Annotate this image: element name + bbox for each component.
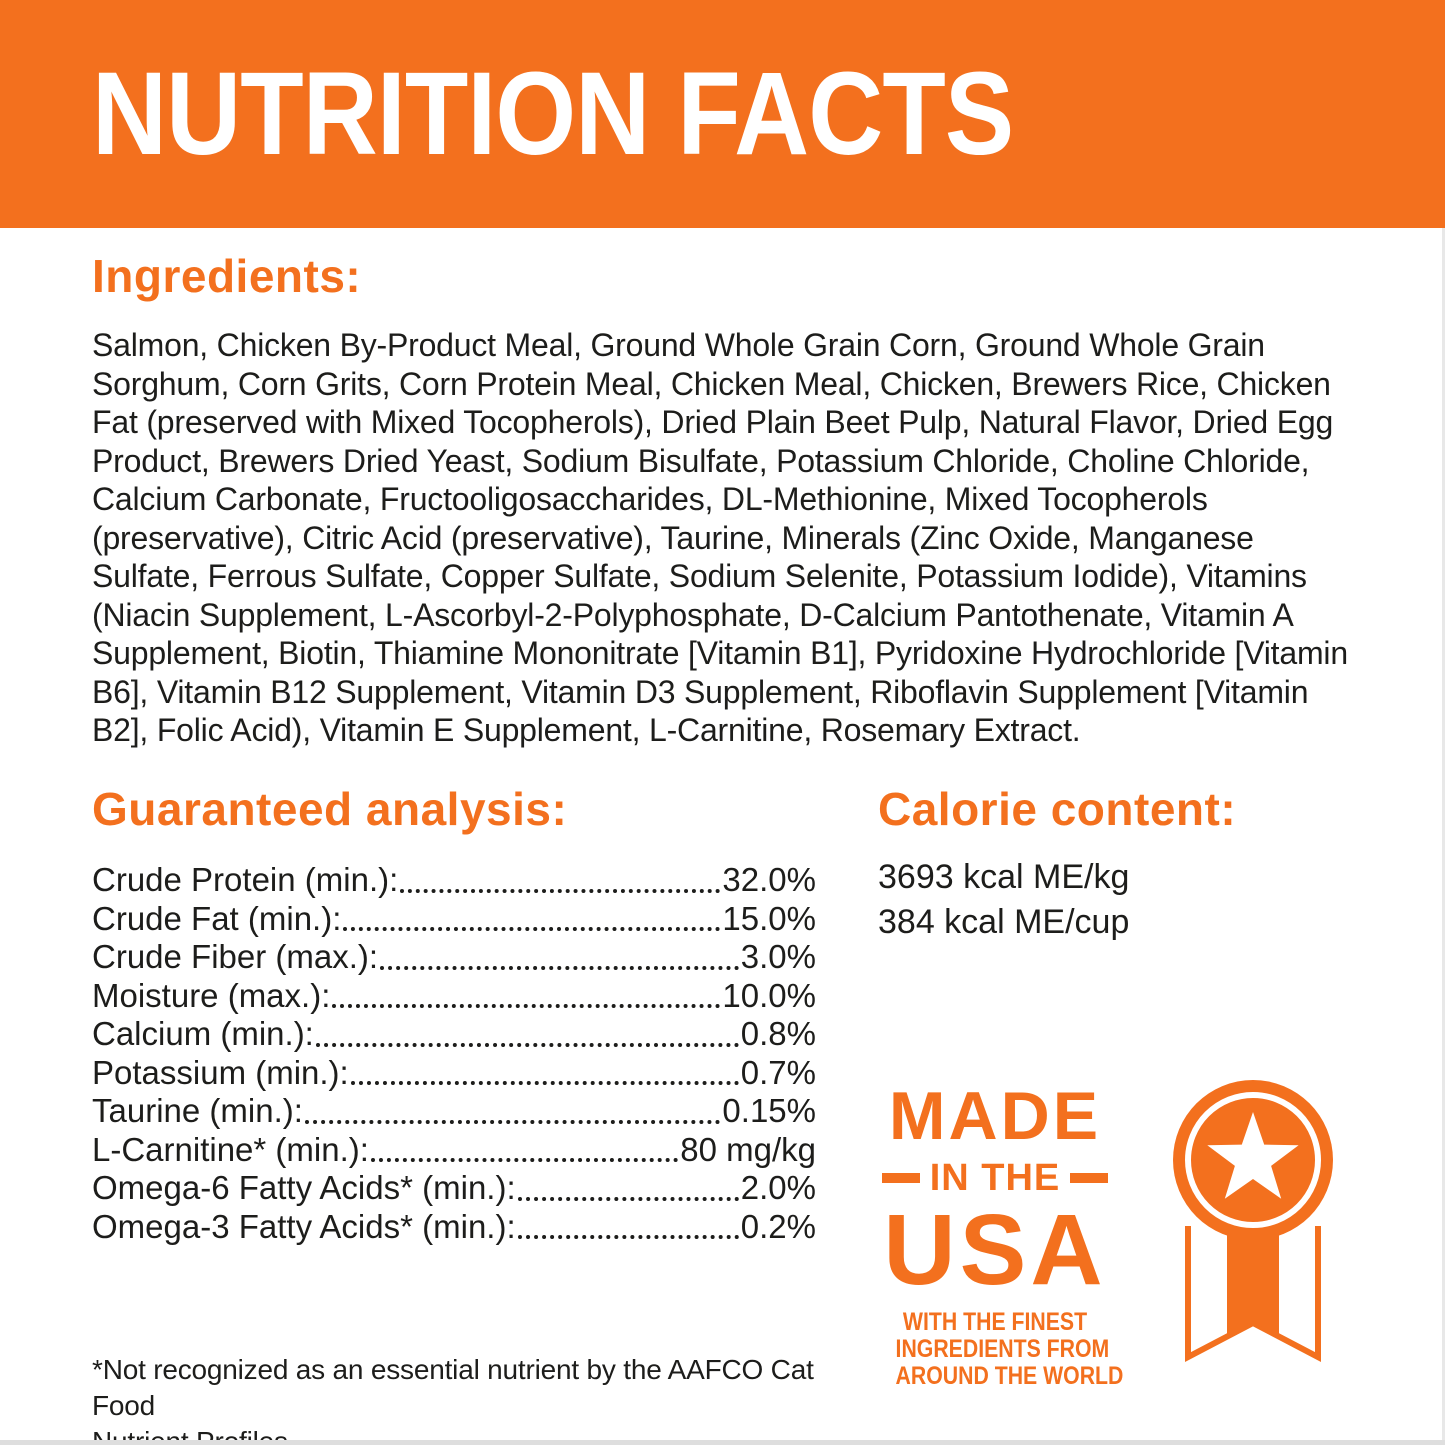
analysis-label: Crude Protein (min.): <box>92 861 399 899</box>
calorie-content-section: Calorie content: 3693 kcal ME/kg 384 kca… <box>878 785 1348 945</box>
analysis-row: Crude Fiber (max.): 3.0% <box>92 938 816 977</box>
dot-leader <box>517 1196 739 1201</box>
in-the-text: IN THE <box>929 1157 1061 1199</box>
dash-left <box>881 1173 920 1183</box>
analysis-value: 15.0% <box>722 899 816 937</box>
analysis-row: Crude Protein (min.): 32.0% <box>92 861 816 900</box>
dot-leader <box>380 965 739 970</box>
dot-leader <box>350 1081 739 1086</box>
ingredients-section: Ingredients: Salmon, Chicken By-Product … <box>92 252 1354 750</box>
dash-right <box>1070 1173 1109 1183</box>
analysis-row: Calcium (min.): 0.8% <box>92 1015 816 1054</box>
nutrition-facts-banner: NUTRITION FACTS <box>0 0 1445 228</box>
analysis-label: Crude Fiber (max.): <box>92 938 379 976</box>
dot-leader <box>400 888 721 893</box>
dot-leader <box>315 1042 739 1047</box>
analysis-value: 0.2% <box>740 1207 816 1245</box>
analysis-row: Omega-6 Fatty Acids* (min.): 2.0% <box>92 1169 816 1208</box>
ribbon-center-strip <box>1227 1224 1279 1338</box>
scan-edge-bottom <box>0 1440 1445 1445</box>
analysis-row: L-Carnitine* (min.): 80 mg/kg <box>92 1131 816 1170</box>
analysis-value: 10.0% <box>722 976 816 1014</box>
analysis-value: 0.7% <box>740 1053 816 1091</box>
analysis-label: Crude Fat (min.): <box>92 899 342 937</box>
usa-subtext-line: WITH THE FINEST <box>902 1308 1088 1336</box>
medal-inner-ring <box>1185 1092 1321 1228</box>
analysis-label: Calcium (min.): <box>92 1015 314 1053</box>
calorie-per-cup: 384 kcal ME/cup <box>878 903 1130 942</box>
footnote-line: *Not recognized as an essential nutrient… <box>92 1354 814 1421</box>
ingredients-heading: Ingredients: <box>92 250 362 302</box>
analysis-row: Omega-3 Fatty Acids* (min.): 0.2% <box>92 1208 816 1247</box>
usa-subtext-line: AROUND THE WORLD <box>895 1362 1124 1390</box>
in-the-row: IN THE <box>878 1159 1112 1197</box>
analysis-value: 32.0% <box>722 861 816 899</box>
analysis-row: Crude Fat (min.): 15.0% <box>92 900 816 939</box>
guaranteed-analysis-table: Crude Protein (min.): 32.0% Crude Fat (m… <box>92 861 816 1246</box>
award-ribbon-icon <box>1173 1080 1333 1362</box>
analysis-row: Potassium (min.): 0.7% <box>92 1054 816 1093</box>
guaranteed-analysis-section: Guaranteed analysis: Crude Protein (min.… <box>92 785 816 1246</box>
usa-text: USA <box>883 1194 1107 1306</box>
star-icon <box>1207 1112 1299 1199</box>
analysis-row: Moisture (max.): 10.0% <box>92 977 816 1016</box>
made-text: MADE <box>888 1078 1102 1154</box>
dot-leader <box>370 1158 679 1163</box>
analysis-value: 80 mg/kg <box>680 1130 816 1168</box>
dot-leader <box>517 1235 739 1240</box>
usa-subtext-line: INGREDIENTS FROM <box>895 1335 1110 1363</box>
analysis-label: Moisture (max.): <box>92 976 331 1014</box>
made-in-usa-lockup: MADE IN THE USA WITH THE FINEST INGREDIE… <box>878 1078 1124 1390</box>
analysis-label: Potassium (min.): <box>92 1053 349 1091</box>
analysis-label: Taurine (min.): <box>92 1092 303 1130</box>
page-title: NUTRITION FACTS <box>92 48 1014 180</box>
analysis-row: Taurine (min.): 0.15% <box>92 1092 816 1131</box>
dot-leader <box>332 1004 721 1009</box>
dot-leader <box>304 1119 721 1124</box>
analysis-value: 0.8% <box>740 1015 816 1053</box>
scan-edge-right <box>1442 228 1445 1445</box>
analysis-value: 0.15% <box>722 1092 816 1130</box>
guaranteed-analysis-heading: Guaranteed analysis: <box>92 783 568 835</box>
ingredients-text: Salmon, Chicken By-Product Meal, Ground … <box>92 327 1348 749</box>
aafco-footnote: *Not recognized as an essential nutrient… <box>92 1352 852 1445</box>
dot-leader <box>343 927 721 932</box>
usa-subtext: WITH THE FINEST INGREDIENTS FROM AROUND … <box>895 1308 1124 1390</box>
analysis-value: 3.0% <box>740 938 816 976</box>
analysis-label: Omega-6 Fatty Acids* (min.): <box>92 1169 516 1207</box>
calorie-content-heading: Calorie content: <box>878 783 1237 835</box>
calorie-per-kg: 3693 kcal ME/kg <box>878 858 1130 897</box>
analysis-label: L-Carnitine* (min.): <box>92 1130 369 1168</box>
analysis-value: 2.0% <box>740 1169 816 1207</box>
analysis-label: Omega-3 Fatty Acids* (min.): <box>92 1207 516 1245</box>
